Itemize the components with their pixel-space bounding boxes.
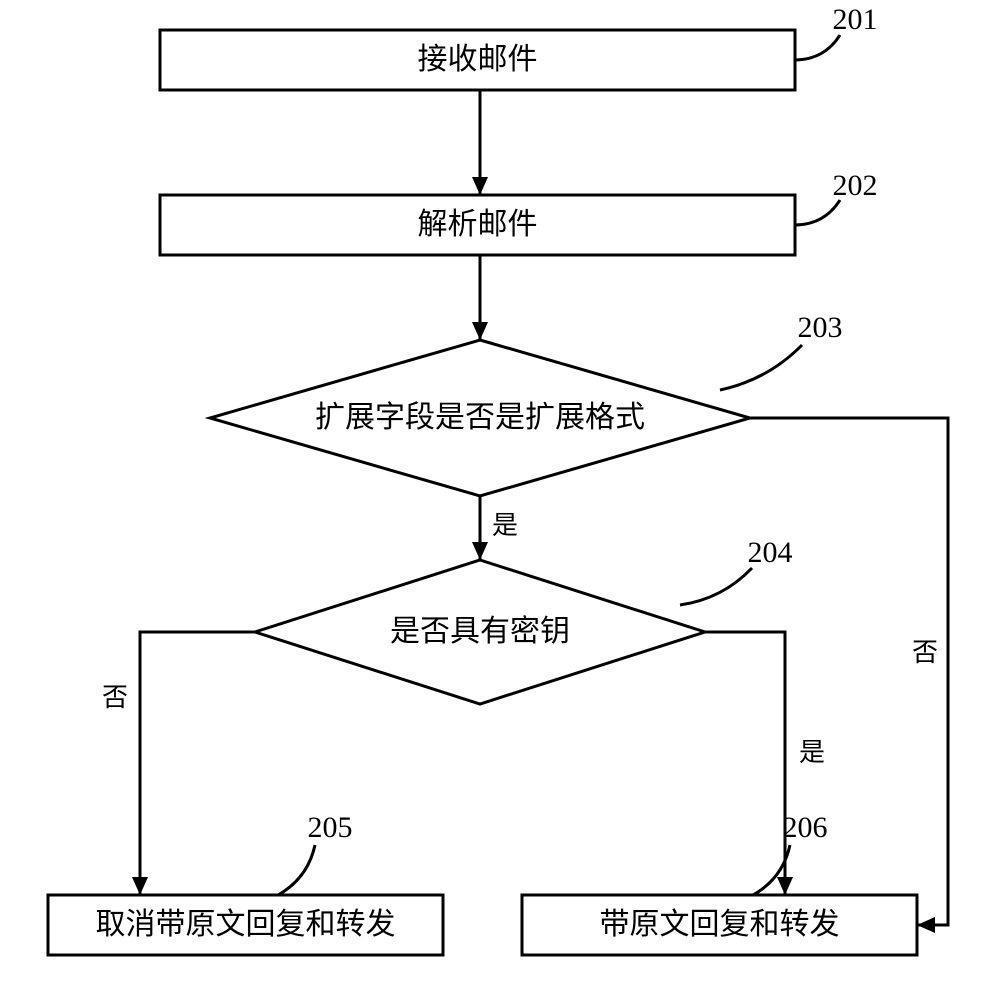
reference-number: 202 [833,169,878,202]
node-label: 解析邮件 [418,208,538,241]
node-n202: 解析邮件 [160,195,795,255]
node-n206: 带原文回复和转发 [522,895,917,955]
node-label: 带原文回复和转发 [600,908,840,941]
edge-label: 是 [492,511,518,540]
reference-number: 204 [748,536,793,569]
node-label: 取消带原文回复和转发 [96,908,396,941]
edge-label: 是 [799,738,825,767]
edge-label: 否 [102,683,128,712]
node-label: 接收邮件 [418,43,538,76]
node-label: 扩展字段是否是扩展格式 [315,401,645,434]
node-label: 是否具有密钥 [390,615,570,648]
node-n201: 接收邮件 [160,30,795,90]
reference-number: 205 [308,811,353,844]
reference-number: 201 [833,3,878,36]
reference-number: 206 [783,811,828,844]
edge-label: 否 [912,638,938,667]
node-n205: 取消带原文回复和转发 [48,895,443,955]
reference-number: 203 [798,311,843,344]
